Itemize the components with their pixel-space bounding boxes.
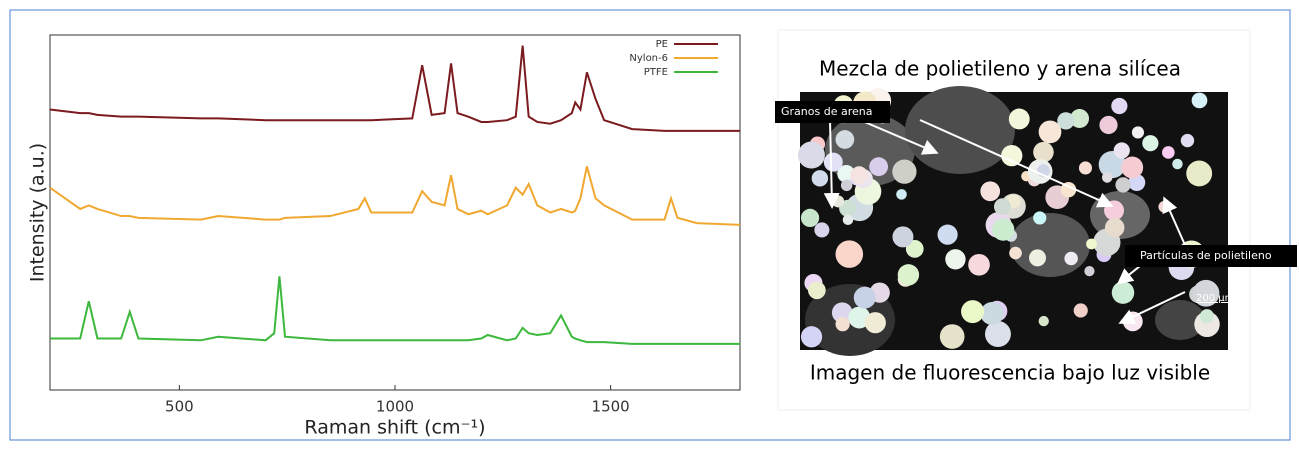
pe-particle bbox=[945, 249, 966, 270]
pe-particle bbox=[1121, 156, 1144, 179]
spectrum-line bbox=[50, 276, 740, 345]
pe-particle bbox=[832, 195, 845, 208]
arrow bbox=[919, 119, 1114, 208]
legend-label: Nylon-6 bbox=[629, 53, 668, 64]
label-box bbox=[775, 101, 890, 123]
pe-particle bbox=[939, 324, 965, 349]
pe-particle bbox=[1131, 126, 1145, 139]
image-caption: Imagen de fluorescencia bajo luz visible bbox=[810, 361, 1210, 385]
pe-particle bbox=[869, 157, 889, 177]
pe-particle bbox=[984, 321, 1011, 348]
pe-particle bbox=[823, 152, 843, 172]
pe-particle bbox=[961, 300, 985, 324]
pe-particle bbox=[1199, 309, 1214, 324]
legend-label: PTFE bbox=[644, 67, 668, 78]
annotation-label: Granos de arena bbox=[781, 105, 872, 118]
y-axis-label: Intensity (a.u.) bbox=[27, 143, 49, 282]
x-tick-label: 500 bbox=[165, 398, 194, 416]
pe-particle bbox=[1078, 161, 1093, 175]
pe-particle bbox=[800, 326, 823, 348]
pe-particle bbox=[980, 302, 1004, 326]
pe-particle bbox=[1086, 238, 1097, 250]
pe-particle bbox=[1038, 315, 1049, 327]
pe-particle bbox=[1038, 120, 1062, 144]
pe-particle bbox=[1033, 211, 1047, 225]
pe-particle bbox=[968, 253, 990, 276]
pe-particle bbox=[1001, 144, 1023, 167]
x-tick-label: 1500 bbox=[592, 398, 630, 416]
pe-particle bbox=[980, 181, 1001, 202]
pe-particle bbox=[1057, 112, 1075, 130]
pe-particle bbox=[1099, 115, 1118, 135]
pe-particle bbox=[1060, 181, 1077, 198]
pe-particle bbox=[835, 317, 850, 332]
pe-particle bbox=[1029, 249, 1047, 267]
pe-particle bbox=[892, 159, 917, 184]
pe-particle bbox=[850, 166, 869, 185]
pe-particle bbox=[1111, 97, 1128, 115]
scale-bar: 200 µm bbox=[1196, 293, 1234, 304]
pe-particle bbox=[797, 141, 825, 169]
annotations bbox=[823, 119, 1186, 325]
pe-particle bbox=[1008, 108, 1030, 130]
image-title: Mezcla de polietileno y arena silícea bbox=[819, 57, 1181, 81]
pe-particle bbox=[1064, 251, 1078, 266]
arrow bbox=[1162, 196, 1186, 246]
pe-particle bbox=[864, 312, 886, 334]
spectrum-line bbox=[49, 166, 741, 226]
pe-particle bbox=[1009, 246, 1022, 260]
pe-particle bbox=[811, 170, 829, 187]
annotation-label: Partículas de polietileno bbox=[1140, 249, 1272, 262]
sand-grain bbox=[1010, 213, 1090, 277]
pe-particle bbox=[905, 240, 924, 258]
pe-particle bbox=[1180, 133, 1195, 148]
pe-particle bbox=[835, 130, 855, 149]
spectrum-line bbox=[49, 45, 740, 132]
pe-particle bbox=[993, 198, 1011, 216]
pe-particle bbox=[937, 224, 958, 245]
pe-particle bbox=[1192, 279, 1220, 307]
pe-particle bbox=[1142, 135, 1159, 152]
pe-particle bbox=[896, 189, 907, 200]
pe-particle bbox=[1104, 217, 1125, 238]
pe-particle bbox=[1033, 141, 1054, 163]
pe-particle bbox=[1191, 92, 1208, 109]
label-box bbox=[1125, 245, 1297, 267]
sand-grain bbox=[905, 86, 1015, 174]
pe-particle bbox=[831, 302, 853, 323]
pe-particle bbox=[807, 281, 826, 300]
pe-particle bbox=[1084, 266, 1095, 277]
pe-particle bbox=[835, 240, 864, 268]
pe-particle bbox=[897, 264, 920, 286]
pe-particle bbox=[1073, 303, 1088, 318]
pe-particle bbox=[1070, 109, 1090, 129]
x-tick-label: 1000 bbox=[376, 398, 414, 416]
pe-particle bbox=[853, 286, 876, 309]
pe-particle bbox=[800, 208, 820, 228]
pe-particle bbox=[1172, 158, 1183, 170]
pe-particle bbox=[1111, 281, 1135, 304]
arrow bbox=[859, 119, 939, 155]
pe-particle bbox=[992, 218, 1015, 241]
pe-particle bbox=[1186, 160, 1213, 187]
legend-label: PE bbox=[656, 39, 668, 50]
pe-particle bbox=[1113, 142, 1130, 159]
pe-particle bbox=[814, 222, 830, 238]
pe-particle bbox=[840, 179, 853, 192]
arrow bbox=[823, 119, 840, 209]
pe-particle bbox=[1162, 146, 1175, 159]
sand-grain bbox=[1155, 300, 1205, 340]
arrow bbox=[1118, 291, 1186, 325]
x-axis-label: Raman shift (cm⁻¹) bbox=[304, 417, 485, 439]
pe-particle bbox=[842, 214, 854, 225]
pe-particle bbox=[1115, 177, 1131, 193]
pe-particle bbox=[892, 226, 914, 248]
pe-particle bbox=[1101, 172, 1113, 183]
micrograph bbox=[797, 86, 1228, 356]
